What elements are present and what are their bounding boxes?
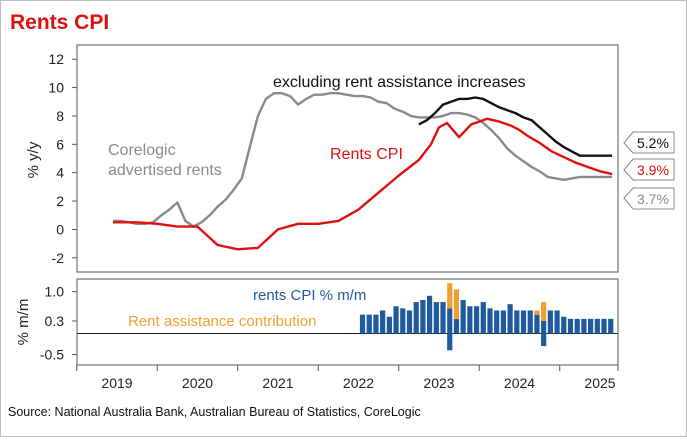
mm-bar	[520, 310, 527, 334]
chart-title: Rents CPI	[10, 11, 109, 34]
corelogic-line	[113, 92, 613, 228]
mm-bar	[547, 310, 553, 334]
x-tick-label: 2019	[101, 375, 132, 391]
end-label-excl-box	[623, 131, 675, 154]
mm-bar	[467, 306, 473, 334]
mm-bar	[453, 318, 460, 334]
legend-rent-assistance: Rent assistance contribution	[128, 313, 316, 330]
mm-bar	[427, 295, 433, 334]
mm-bar	[534, 314, 540, 334]
mm-bar	[373, 314, 379, 334]
top-y-tick-label: 2	[56, 193, 64, 209]
mm-bar	[608, 318, 614, 334]
assist-bar	[534, 310, 540, 315]
mm-bar	[527, 310, 533, 334]
rents-cpi-line	[113, 117, 613, 251]
mm-bar	[514, 310, 520, 334]
end-label-rents: 3.9%	[623, 158, 675, 181]
mm-bar	[393, 306, 399, 334]
mm-bar	[433, 302, 439, 334]
excl-assistance-line	[418, 96, 613, 157]
mm-bar	[601, 318, 607, 334]
end-label-rents-box	[623, 158, 675, 181]
x-tick-label: 2024	[504, 375, 535, 391]
mm-bar	[420, 299, 426, 334]
bottom-y-tick-label: 1.0	[45, 284, 65, 300]
top-y-tick-label: 10	[48, 80, 64, 96]
assist-bar	[453, 289, 460, 319]
mm-bar	[594, 318, 600, 334]
top-y-tick-label: 12	[48, 51, 64, 67]
mm-bar	[487, 308, 493, 334]
mm-bar	[480, 302, 486, 334]
mm-bar	[386, 316, 392, 334]
x-axis: 2019 2020 2021 2022 2023 2024 2025	[76, 364, 619, 391]
mm-bar	[574, 318, 580, 334]
mm-bar	[359, 314, 366, 334]
mm-bar	[366, 314, 372, 334]
x-tick-label: 2023	[423, 375, 454, 391]
mm-bar	[380, 310, 386, 334]
end-label-rents-text: 3.9%	[637, 162, 669, 178]
x-tick-label: 2021	[262, 375, 293, 391]
top-y-tick-label: 8	[56, 108, 64, 124]
mm-bar	[554, 310, 560, 334]
bottom-bar-series	[359, 283, 614, 351]
rents-cpi-annotation: Rents CPI	[330, 146, 403, 163]
assist-bar	[447, 283, 453, 309]
x-tick-label: 2020	[182, 375, 213, 391]
top-y-tick-label: 6	[56, 136, 64, 152]
corelogic-annotation-line2: advertised rents	[108, 162, 222, 179]
mm-bar	[567, 318, 574, 334]
top-y-tick-label: 4	[56, 165, 64, 181]
mm-bar	[406, 310, 413, 334]
end-label-corelogic-text: 3.7%	[637, 191, 669, 207]
mm-bar	[561, 316, 567, 334]
mm-bar	[473, 306, 480, 334]
bottom-y-tick-label: 0.3	[45, 313, 65, 329]
bottom-y-axis-label: % m/m	[15, 299, 32, 346]
mm-bar-negative	[541, 333, 547, 347]
top-line-series	[113, 92, 613, 251]
mm-bar	[507, 304, 513, 334]
mm-bar	[541, 320, 547, 334]
mm-bar	[581, 318, 587, 334]
bottom-y-axis: -0.5 0.3 1.0	[40, 284, 618, 363]
mm-bar	[500, 310, 506, 334]
top-y-axis-label: % y/y	[25, 141, 42, 178]
mm-bar	[413, 302, 419, 334]
corelogic-annotation-line1: Corelogic	[108, 142, 176, 159]
x-tick-label: 2022	[343, 375, 374, 391]
top-y-tick-label: -2	[52, 250, 65, 266]
mm-bar	[588, 318, 594, 334]
mm-bar	[440, 302, 446, 334]
bottom-y-tick-label: -0.5	[40, 347, 64, 363]
mm-bar	[447, 308, 453, 334]
end-label-corelogic-box	[623, 187, 675, 210]
end-label-corelogic: 3.7%	[623, 187, 675, 210]
end-label-excl-text: 5.2%	[637, 135, 669, 151]
x-tick-label: 2025	[584, 375, 615, 391]
excluding-rent-assistance-annotation: excluding rent assistance increases	[273, 74, 526, 91]
source-note: Source: National Australia Bank, Austral…	[8, 405, 421, 419]
mm-bar-negative	[447, 333, 453, 351]
legend-rents-mm: rents CPI % m/m	[253, 287, 366, 304]
end-label-excl: 5.2%	[623, 131, 675, 154]
mm-bar	[400, 308, 406, 334]
top-y-axis: -2 0 2 4 6 8 10 12	[48, 51, 77, 266]
top-y-tick-label: 0	[56, 221, 64, 237]
assist-bar	[541, 302, 547, 321]
mm-bar	[494, 310, 500, 334]
mm-bar	[460, 299, 466, 334]
top-panel-frame	[76, 44, 619, 273]
